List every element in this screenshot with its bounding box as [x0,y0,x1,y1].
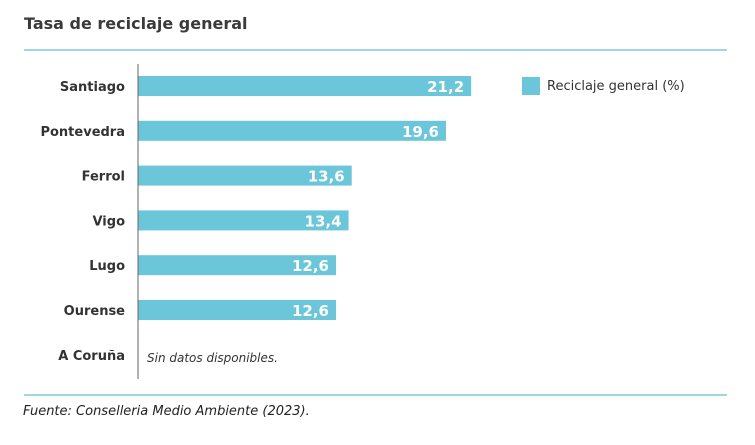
chart-title: Tasa de reciclaje general [24,14,248,33]
no-data-note: Sin datos disponibles. [147,351,278,365]
legend: Reciclaje general (%) [522,77,685,95]
data-label: 13,4 [305,212,342,230]
data-label: 12,6 [292,257,329,275]
bar [138,300,336,320]
legend-label: Reciclaje general (%) [547,78,685,94]
bar [138,255,336,276]
bar [138,120,446,141]
data-label: 12,6 [292,302,329,320]
data-label: 19,6 [402,123,439,141]
category-label: Lugo [89,259,125,274]
data-label: 13,6 [308,168,345,186]
bar [138,210,349,231]
category-label: Vigo [92,214,125,229]
data-label: 21,2 [427,78,464,96]
bar [138,165,352,186]
category-label: Santiago [60,80,125,95]
source-note: Fuente: Conselleria Medio Ambiente (2023… [23,404,310,419]
category-label: Pontevedra [40,125,125,140]
top-divider [24,49,727,51]
category-label: Ferrol [82,170,125,185]
bar [138,76,472,96]
legend-swatch [522,77,540,95]
category-label: Ourense [64,304,126,319]
category-label: A Coruña [58,349,125,364]
bottom-divider [24,394,727,396]
